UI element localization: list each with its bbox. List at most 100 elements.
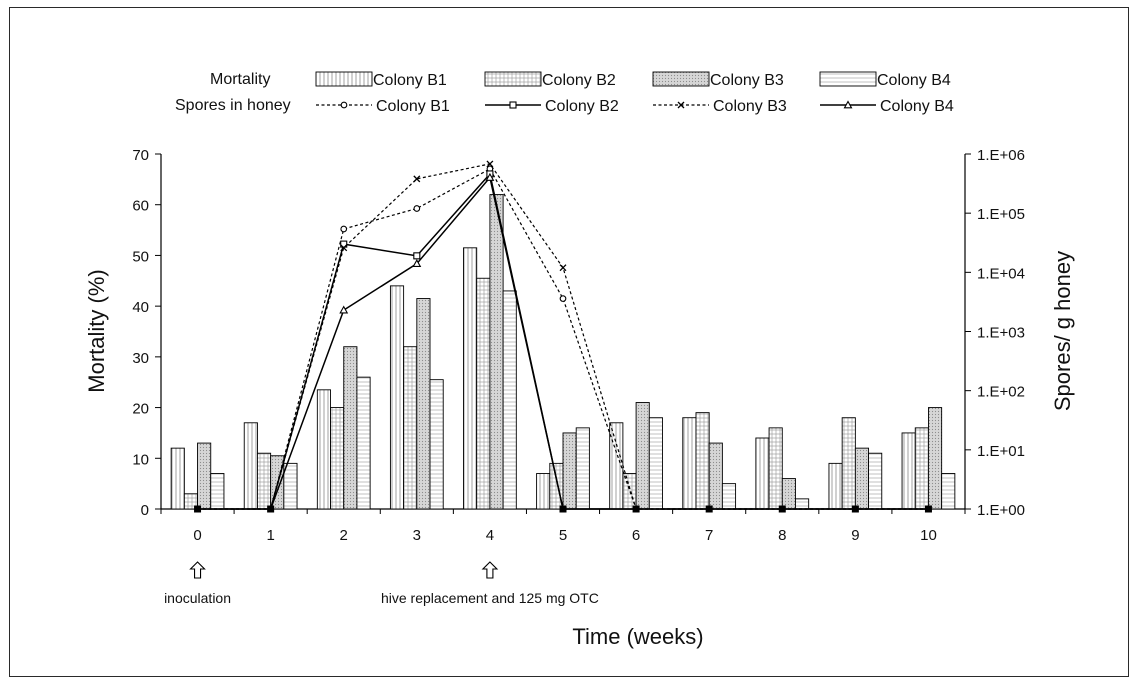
bar-colony-b1 [389, 285, 405, 510]
legend-swatch-bar [819, 71, 877, 87]
bar-colony-b2 [841, 417, 856, 510]
legend-label-line: Colony B2 [545, 98, 619, 115]
x-axis-title: Time (weeks) [572, 624, 703, 649]
annotation-label: hive replacement and 125 mg OTC [381, 590, 599, 606]
marker-x-stroke [559, 264, 567, 272]
y-left-tick-label: 70 [132, 147, 149, 164]
y-right-tick-label: 1.E+04 [977, 265, 1025, 282]
legend-label-line: Colony B1 [376, 98, 450, 115]
chart-frame: Mortality Spores in honey Colony B1 Colony … [9, 7, 1129, 677]
spores-point-colony-b4 [412, 259, 422, 268]
y-right-tick-label: 1.E+06 [977, 147, 1025, 164]
bar-colony-b4 [210, 473, 225, 510]
bar-colony-b2 [914, 427, 929, 510]
spores-point-colony-b1 [413, 205, 421, 212]
bar-colony-b1 [755, 437, 770, 510]
bar-colony-b4 [941, 473, 956, 510]
y-right-tick-label: 1.E+02 [977, 384, 1025, 401]
spores-point-colony-b4 [339, 305, 349, 314]
annotations: inoculation hive replacement and 125 mg O… [164, 561, 599, 606]
y-right-axis-title: Spores/ g honey [1050, 251, 1075, 411]
spores-point-colony-b3 [486, 160, 494, 168]
bar-colony-b2 [476, 277, 491, 510]
spores-point-baseline [705, 505, 713, 513]
y-left-tick-label: 10 [132, 451, 149, 468]
bar-colony-b4 [648, 417, 663, 510]
marker-x-stroke [413, 175, 421, 183]
spores-point-colony-b1 [559, 295, 567, 302]
spores-point-baseline [632, 505, 640, 513]
y-left-tick-label: 0 [141, 502, 149, 519]
x-tick-label: 6 [632, 527, 640, 544]
bar-colony-b2 [695, 412, 710, 510]
spores-point-baseline [924, 505, 932, 513]
x-tick-label: 4 [486, 527, 494, 544]
legend-swatch-marker [843, 100, 853, 109]
x-tick-label: 5 [559, 527, 567, 544]
x-tick-label: 3 [413, 527, 421, 544]
legend-spores-heading: Spores in honey [175, 97, 291, 114]
y-left-tick-label: 30 [132, 350, 149, 367]
y-left-tick-label: 50 [132, 248, 149, 265]
x-tick-label: 10 [920, 527, 937, 544]
spores-point-baseline [559, 505, 567, 513]
y-right-tick-label: 1.E+01 [977, 443, 1025, 460]
bar-colony-b1 [828, 462, 843, 510]
bar-colony-b4 [868, 452, 883, 510]
legend-swatch-bar [315, 71, 373, 87]
spores-point-colony-b4 [485, 172, 495, 181]
y-left-axis-title: Mortality (%) [84, 269, 109, 392]
legend-label-bar: Colony B3 [710, 72, 784, 89]
x-tick-label: 0 [193, 527, 201, 544]
mortality-spores-chart: Mortality Spores in honey Colony B1 Colony … [84, 71, 1075, 649]
y-right-tick-label: 1.E+05 [977, 206, 1025, 223]
bar-colony-b1 [536, 473, 551, 510]
bar-colony-b2 [403, 346, 418, 510]
bar-colony-b3 [343, 346, 358, 510]
x-tick-label: 1 [266, 527, 274, 544]
spores-point-baseline [267, 505, 275, 513]
bar-colony-b3 [197, 442, 212, 510]
y-left-tick-label: 60 [132, 198, 149, 215]
spores-lines [194, 160, 932, 513]
marker-x-stroke [486, 160, 494, 168]
bar-colony-b4 [795, 498, 810, 510]
legend-label-bar: Colony B2 [542, 72, 616, 89]
bar-colony-b2 [256, 452, 272, 510]
spores-point-baseline [194, 505, 202, 513]
bar-colony-b4 [283, 462, 298, 510]
bar-colony-b1 [463, 247, 478, 510]
spores-point-colony-b1 [340, 225, 348, 233]
x-tick-label: 9 [851, 527, 859, 544]
marker-x-stroke [340, 244, 348, 252]
annotation-arrow-icon [481, 561, 499, 579]
legend-swatch-bar [484, 71, 542, 87]
legend-swatch-marker [340, 101, 348, 109]
bar-colony-b3 [635, 402, 650, 510]
axes: 0102030405060701.E+001.E+011.E+021.E+031… [84, 147, 1075, 649]
spores-point-colony-b2 [413, 252, 421, 260]
bar-colony-b4 [356, 376, 371, 510]
bar-colony-b3 [708, 442, 723, 510]
legend-label-line: Colony B4 [880, 98, 954, 115]
annotation-arrow-icon [189, 561, 206, 579]
bar-colony-b3 [416, 298, 431, 510]
bar-colony-b2 [768, 427, 783, 510]
marker-x-stroke [677, 101, 685, 109]
bar-colony-b3 [781, 478, 796, 510]
x-tick-label: 2 [340, 527, 348, 544]
legend-label-bar: Colony B4 [877, 72, 951, 89]
annotation-label: inoculation [164, 590, 231, 606]
legend-swatch-bar [652, 71, 710, 87]
bar-colony-b1 [243, 422, 258, 510]
bar-colony-b1 [316, 389, 331, 510]
spores-point-baseline [778, 505, 786, 513]
bar-colony-b3 [854, 447, 870, 510]
bar-colony-b3 [489, 194, 504, 510]
bar-colony-b4 [429, 379, 444, 510]
bar-colony-b3 [562, 432, 577, 510]
y-left-tick-label: 20 [132, 401, 149, 418]
bar-colony-b1 [682, 417, 697, 510]
spores-point-baseline [851, 505, 859, 513]
bar-colony-b3 [928, 407, 943, 510]
